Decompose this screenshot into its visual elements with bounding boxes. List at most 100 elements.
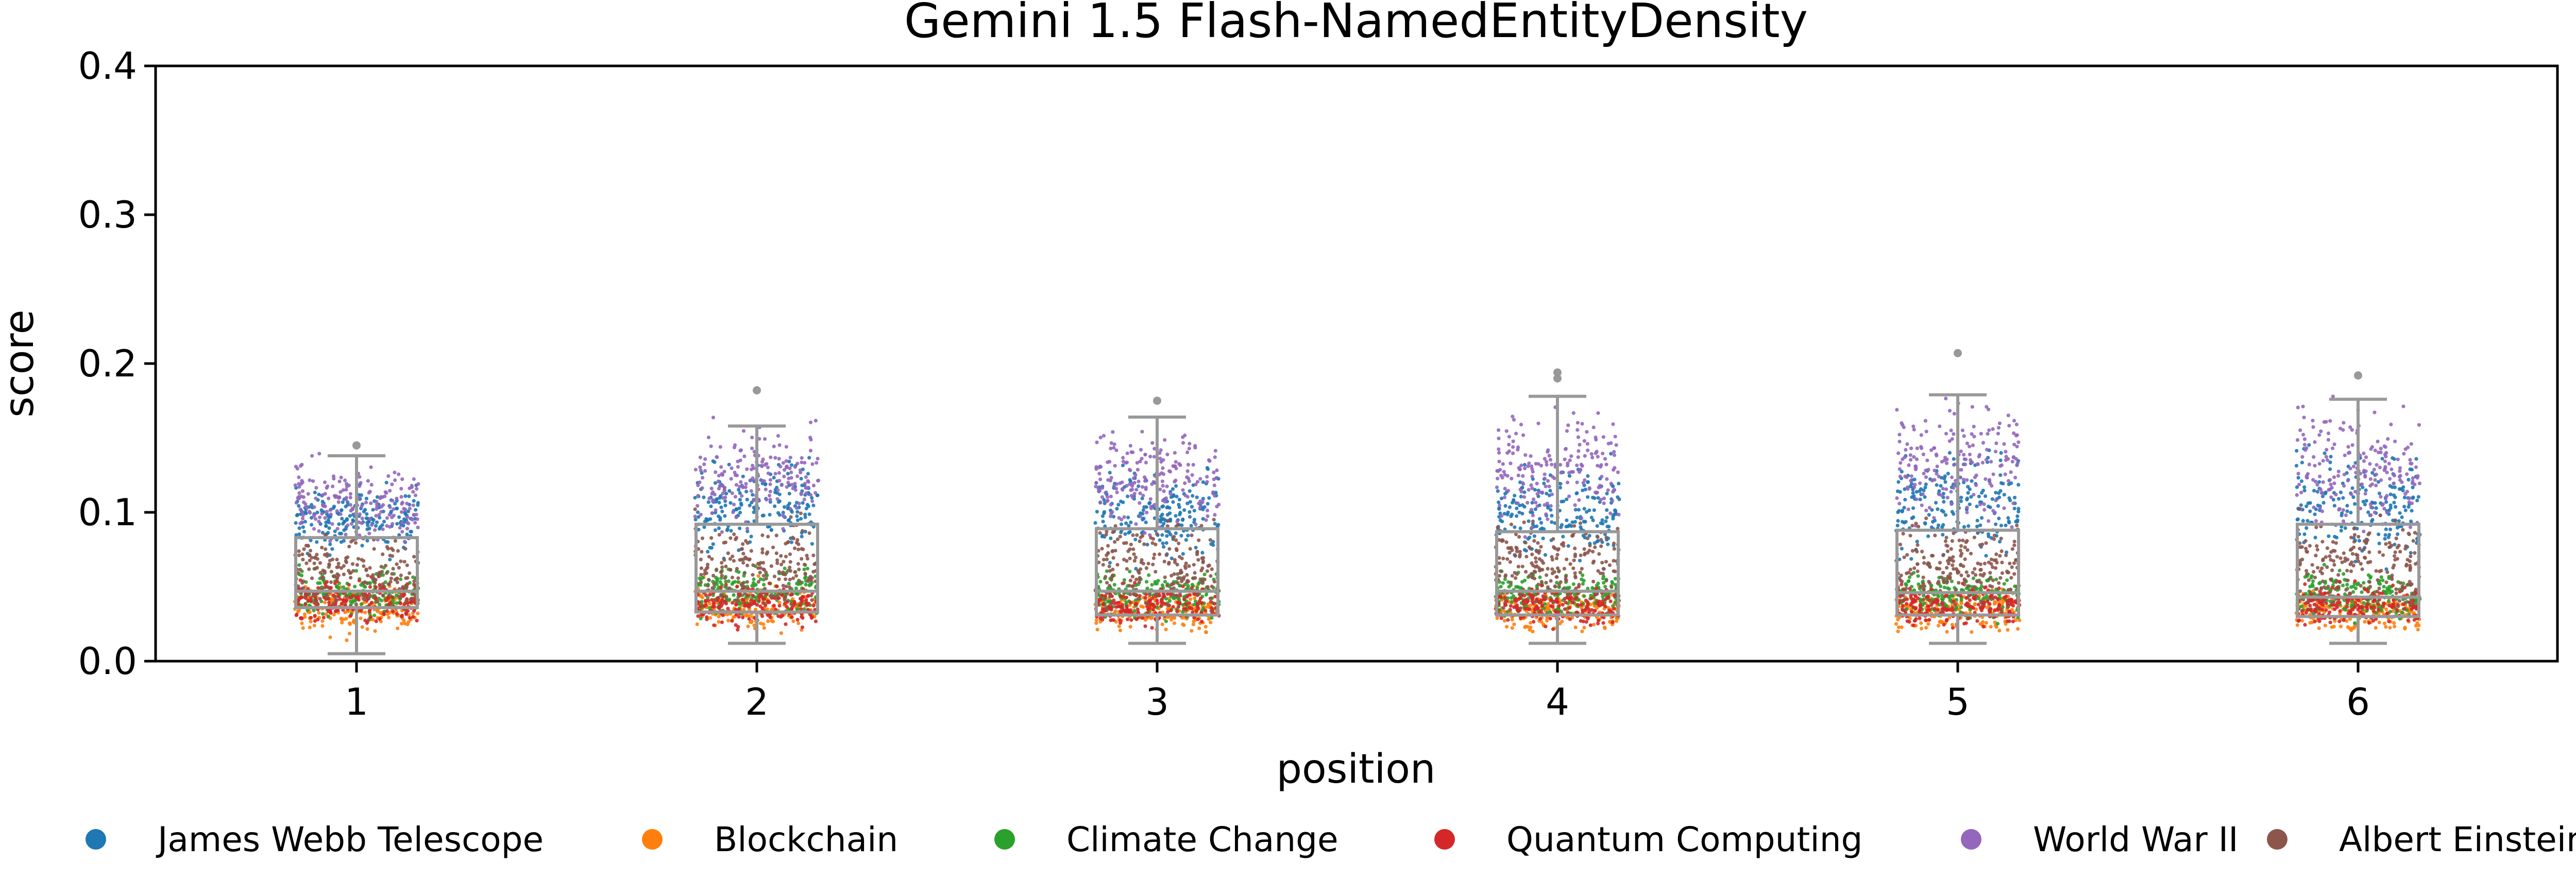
strip-point (1144, 601, 1148, 605)
strip-point (749, 534, 753, 539)
strip-point (768, 482, 772, 487)
strip-point (1603, 626, 1607, 630)
strip-point (347, 583, 351, 587)
strip-point (1530, 474, 1534, 479)
strip-point (788, 552, 792, 556)
strip-point (734, 483, 738, 487)
strip-point (396, 549, 400, 553)
strip-point (745, 529, 750, 533)
strip-point (1119, 530, 1123, 534)
strip-point (1197, 538, 1201, 542)
strip-point (1165, 453, 1170, 457)
strip-point (351, 594, 355, 598)
strip-point (729, 529, 733, 533)
strip-point (1580, 629, 1584, 633)
strip-point (713, 492, 717, 497)
strip-point (1141, 493, 1145, 498)
strip-point (301, 495, 306, 499)
strip-point (342, 585, 346, 589)
strip-point (1521, 482, 1526, 486)
strip-point (294, 521, 298, 525)
strip-point (397, 472, 401, 476)
strip-point (1106, 544, 1110, 548)
strip-point (725, 527, 730, 531)
strip-point (362, 564, 366, 568)
strip-point (371, 573, 375, 577)
strip-point (1611, 516, 1615, 521)
strip-point (1602, 496, 1606, 501)
strip-point (713, 597, 717, 602)
strip-point (1205, 480, 1209, 484)
strip-point (1128, 530, 1132, 534)
strip-point (766, 599, 770, 603)
strip-point (1909, 557, 1913, 561)
strip-point (1101, 434, 1106, 438)
strip-point (1555, 553, 1560, 557)
strip-point (1150, 626, 1154, 630)
strip-point (1559, 525, 1563, 529)
strip-point (745, 580, 749, 584)
strip-point (1180, 523, 1184, 527)
strip-point (1118, 481, 1122, 486)
strip-point (340, 601, 344, 606)
strip-point (774, 533, 778, 538)
strip-point (359, 481, 363, 485)
strip-point (1131, 450, 1135, 455)
strip-point (1502, 618, 1506, 623)
strip-point (787, 585, 792, 589)
strip-point (810, 499, 815, 503)
strip-point (1170, 574, 1174, 578)
strip-point (717, 606, 721, 610)
strip-point (1950, 623, 1954, 627)
strip-point (1133, 556, 1138, 560)
strip-point (707, 601, 712, 606)
strip-point (399, 510, 404, 514)
strip-point (705, 562, 710, 566)
strip-point (1580, 516, 1584, 521)
strip-point (765, 497, 769, 502)
strip-point (787, 581, 791, 586)
strip-point (1984, 554, 1988, 558)
strip-point (1515, 549, 1519, 554)
strip-point (718, 445, 722, 449)
strip-point (1561, 602, 1565, 607)
strip-point (1530, 486, 1534, 490)
strip-point (1104, 532, 1108, 537)
strip-point (1580, 422, 1584, 426)
strip-point (349, 509, 353, 513)
strip-point (360, 625, 364, 629)
strip-point (1172, 621, 1176, 625)
strip-point (1212, 477, 1216, 481)
strip-point (1576, 435, 1580, 439)
strip-point (1550, 567, 1554, 571)
strip-point (1539, 521, 1544, 525)
strip-point (1182, 508, 1187, 512)
strip-point (1509, 461, 1513, 465)
strip-point (779, 562, 784, 566)
strip-point (740, 494, 744, 498)
strip-point (809, 594, 814, 598)
strip-point (297, 526, 301, 530)
strip-point (372, 547, 376, 551)
strip-point (2007, 521, 2011, 525)
strip-point (1109, 446, 1113, 451)
strip-point (795, 518, 800, 522)
strip-point (1500, 476, 1504, 480)
strip-point (1567, 494, 1571, 498)
strip-point (342, 572, 346, 576)
strip-point (723, 504, 727, 508)
strip-point (395, 522, 399, 526)
strip-point (401, 585, 405, 589)
strip-point (744, 490, 749, 494)
strip-point (357, 578, 362, 583)
strip-point (1105, 557, 1109, 561)
strip-point (1555, 575, 1559, 579)
strip-point (1121, 488, 1125, 492)
strip-point (1604, 560, 1608, 564)
strip-point (1174, 484, 1178, 488)
strip-point (345, 598, 349, 602)
strip-point (1503, 596, 1507, 600)
strip-point (805, 554, 809, 558)
strip-point (408, 616, 412, 620)
